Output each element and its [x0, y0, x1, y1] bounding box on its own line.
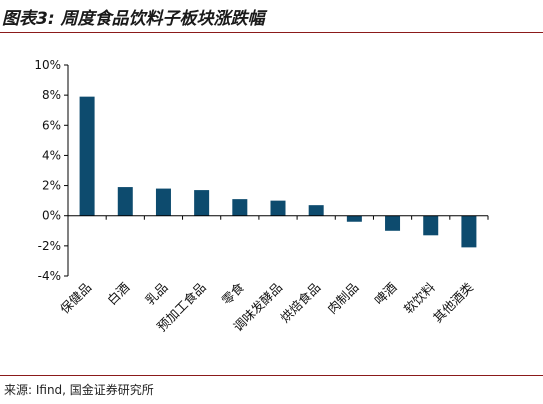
bar-保健品: [79, 96, 95, 216]
bar-烘焙食品: [308, 205, 324, 216]
page-title: 图表3: 周度食品饮料子板块涨跌幅: [2, 9, 265, 29]
x-tick-label: 烘焙食品: [277, 280, 323, 326]
y-tick-label: 6%: [42, 118, 61, 132]
bar-白酒: [117, 187, 133, 216]
x-tick-label: 乳品: [142, 280, 170, 308]
bar-肉制品: [346, 215, 362, 222]
bar-其他酒类: [461, 215, 477, 248]
bar-乳品: [155, 188, 171, 216]
bar-预加工食品: [194, 190, 210, 216]
y-axis: -4% -2% 0% 2% 4% 6% 8% 10%: [34, 58, 69, 283]
x-tick-label: 其他酒类: [430, 279, 476, 325]
bar-啤酒: [385, 215, 401, 231]
x-tick-label: 啤酒: [371, 280, 399, 308]
x-tick-label: 零食: [219, 279, 248, 308]
y-tick-label: 10%: [34, 58, 61, 72]
x-tick-label: 保健品: [57, 280, 94, 317]
y-tick-label: 0%: [42, 209, 61, 223]
y-tick-label: -4%: [38, 269, 61, 283]
source-note: 来源: Ifind, 国金证券研究所: [4, 383, 154, 397]
bars: [79, 96, 477, 248]
bar-零食: [232, 199, 248, 216]
y-tick-label: 2%: [42, 179, 61, 193]
footer-divider: [0, 375, 543, 376]
bar-调味发酵品: [270, 200, 286, 216]
x-tick-label: 白酒: [104, 280, 132, 308]
y-tick-label: 4%: [42, 148, 61, 162]
y-tick-label: -2%: [38, 239, 61, 253]
title-divider: [0, 32, 543, 33]
y-tick-label: 8%: [42, 88, 61, 102]
x-tick-label: 肉制品: [324, 280, 361, 317]
x-axis: [67, 215, 489, 220]
bar-软饮料: [423, 215, 439, 236]
